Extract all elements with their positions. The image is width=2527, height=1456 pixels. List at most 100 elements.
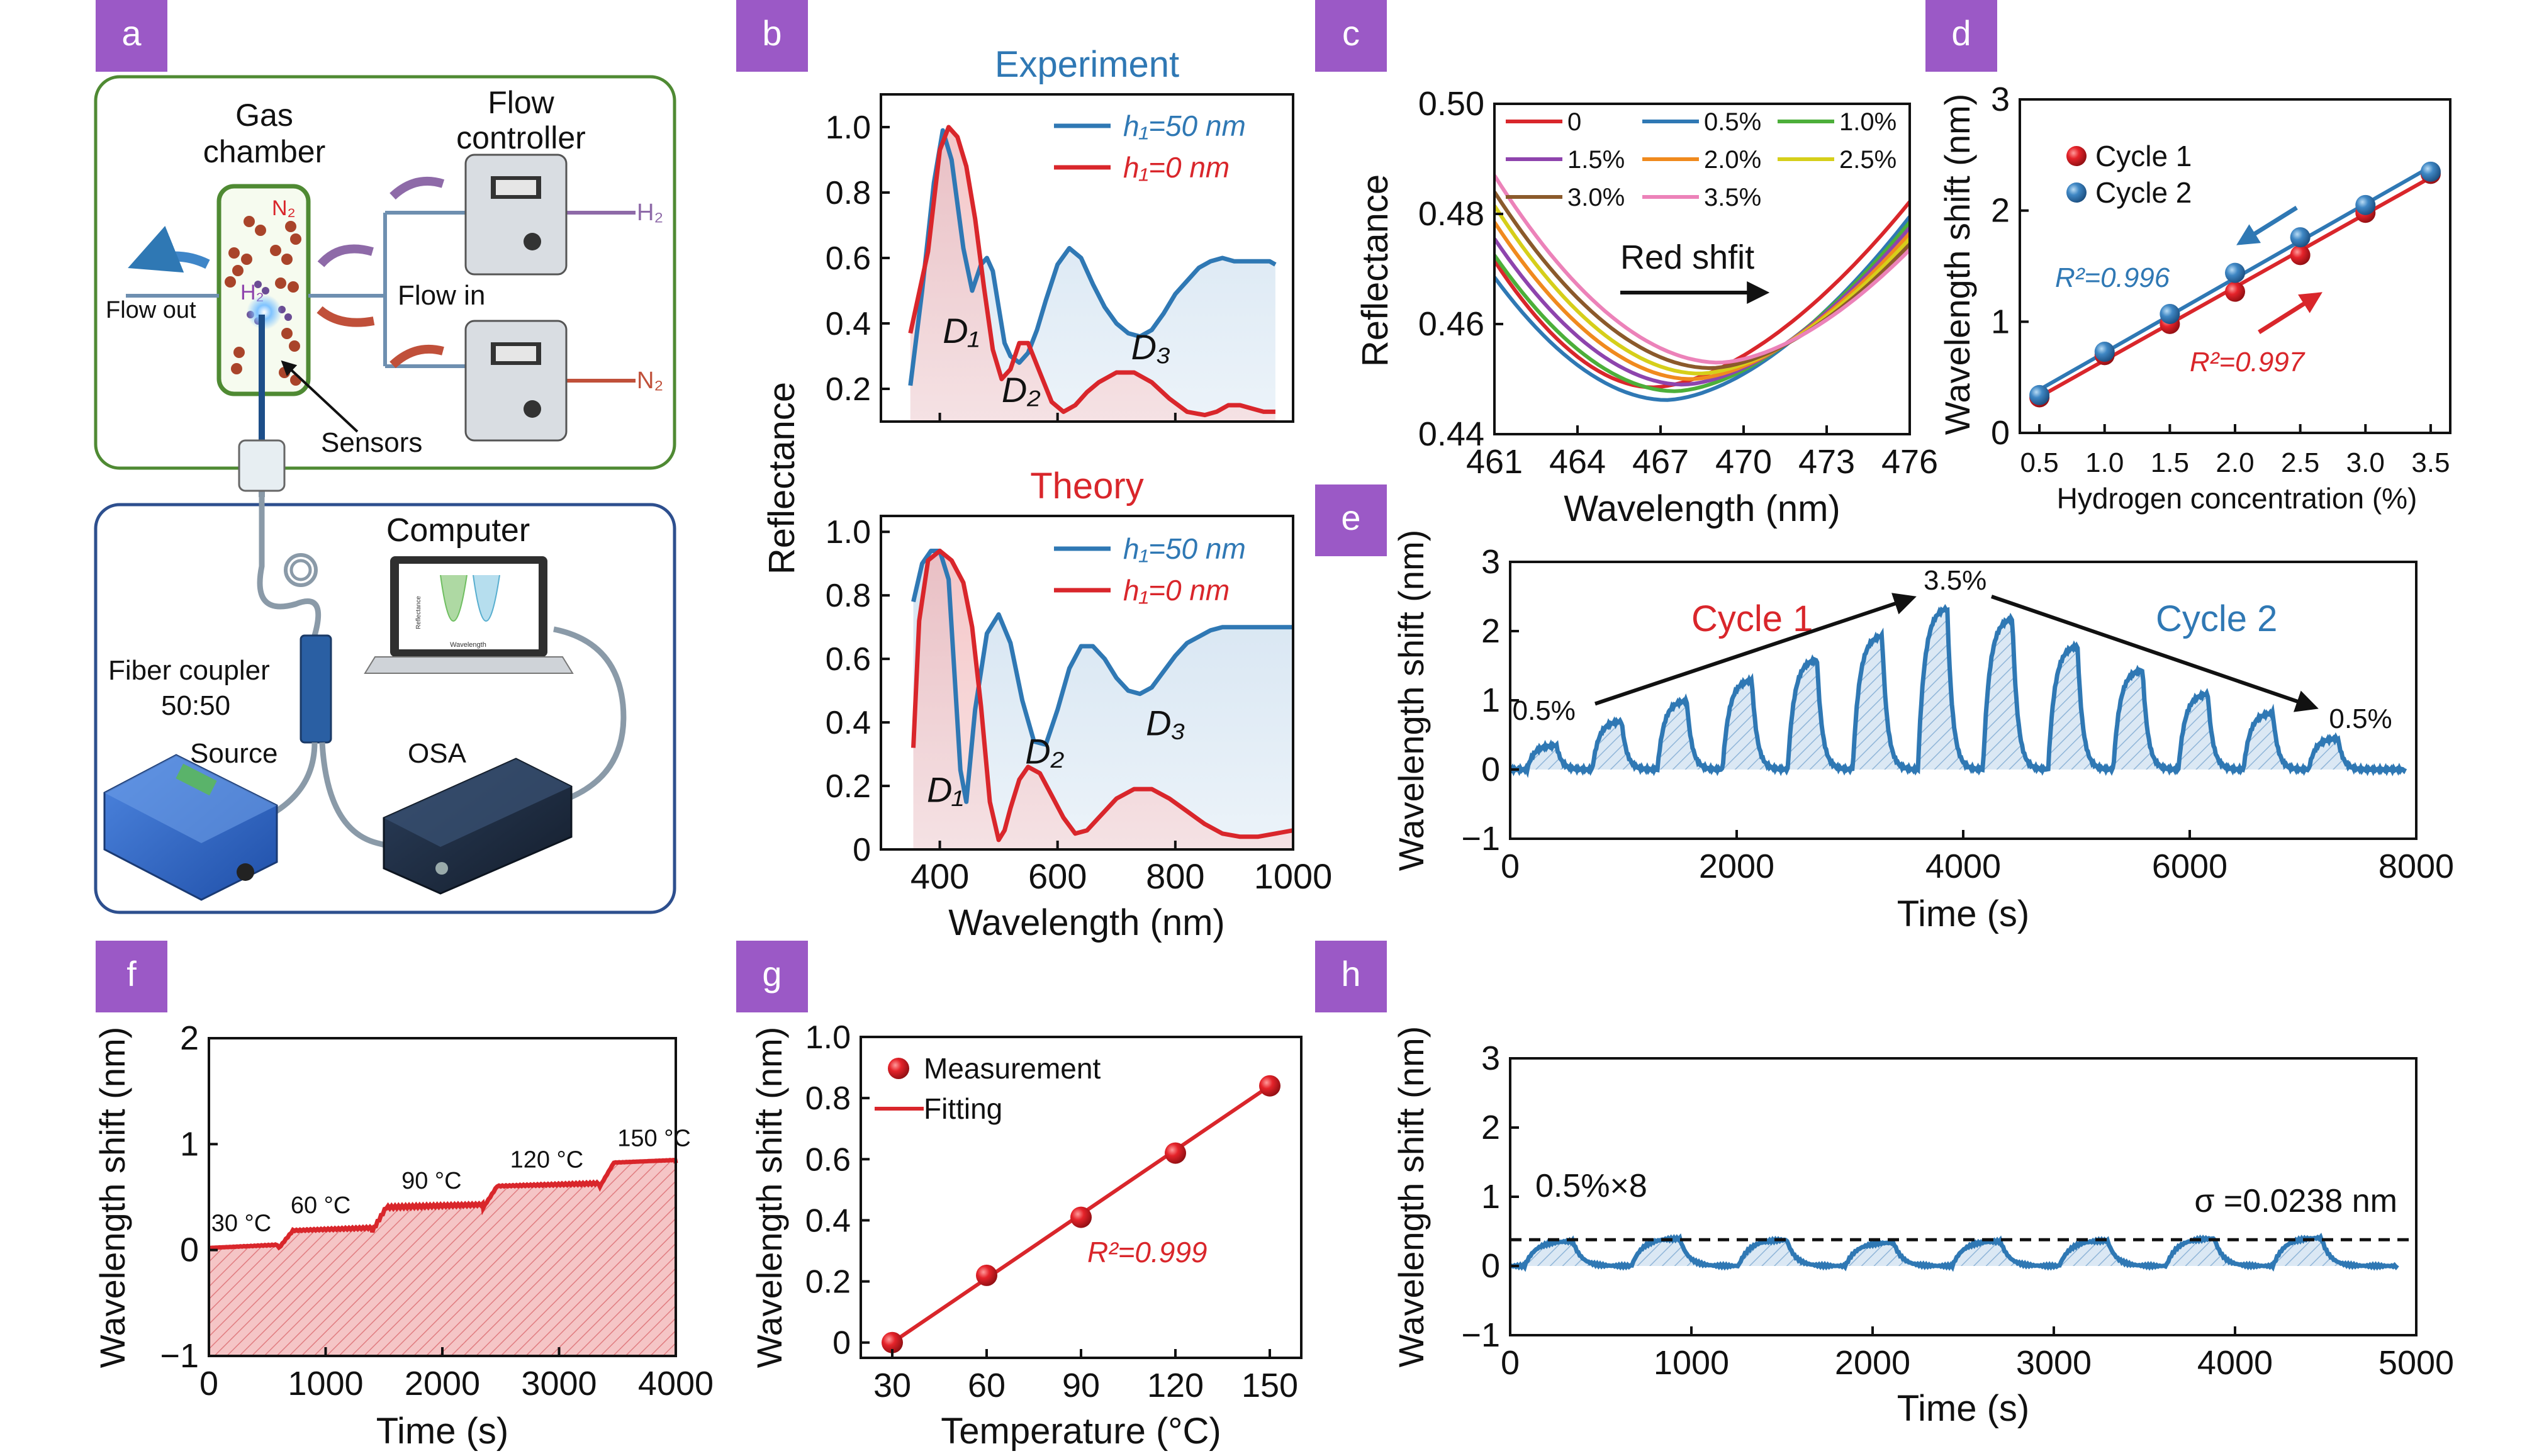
chart-h-label-right: σ =0.0238 nm bbox=[2194, 1183, 2397, 1219]
gas-setup-box bbox=[94, 75, 676, 470]
chart-d-ytick-label: 0 bbox=[1991, 414, 2010, 452]
chart-b-experiment-ytick-label: 0.4 bbox=[826, 306, 871, 342]
chart-d-xtick-label: 3.5 bbox=[2411, 447, 2450, 478]
chart-f-xtick-label: 1000 bbox=[288, 1365, 363, 1403]
chart-f-temp-label: 90 °C bbox=[401, 1168, 461, 1194]
chart-b-theory-legend-red: h₁=0 nm bbox=[1123, 574, 1230, 607]
chart-b-theory-area-0 bbox=[913, 551, 1293, 849]
chart-e-arrow-up bbox=[1594, 593, 1917, 706]
chart-b-theory-dip-label-3: D₃ bbox=[1146, 703, 1185, 742]
chart-c-ytick-label: 0.50 bbox=[1418, 85, 1484, 123]
chart-h-ytick-label: 0 bbox=[1481, 1247, 1500, 1285]
chart-c-line-3.5pct bbox=[1494, 174, 1910, 365]
chart-b-theory-xtick-label: 600 bbox=[1028, 856, 1087, 896]
chart-d: 0.5 1.0 1.5 2.0 2.5 3.0 3.5 0 1 2 3 Cycle 1 Cycle 2 R… bbox=[1991, 81, 2451, 478]
chart-e-area bbox=[1510, 608, 2405, 771]
chart-g-point bbox=[976, 1264, 997, 1286]
panel-tag-b bbox=[736, 0, 808, 72]
chart-b-experiment-ytick-label: 1.0 bbox=[826, 109, 871, 146]
panel-tag-a bbox=[96, 0, 167, 72]
chamber-n2-label: N₂ bbox=[272, 196, 296, 220]
flow-in-arrow-2 bbox=[317, 306, 375, 327]
chart-c-legend-label: 0.5% bbox=[1704, 108, 1761, 136]
chart-g-point bbox=[1165, 1142, 1186, 1164]
chart-g-point bbox=[1259, 1075, 1280, 1097]
chart-d-point-cycle-2 bbox=[2290, 227, 2311, 248]
panel-tag-g bbox=[736, 941, 808, 1012]
chart-h-ytick-label: 2 bbox=[1481, 1109, 1500, 1146]
chart-b-theory-ytick-label: 0.4 bbox=[826, 705, 871, 741]
chart-g-point bbox=[1070, 1206, 1092, 1228]
chart-d-legend-swatch-cycle1 bbox=[2066, 146, 2087, 166]
chart-e-xlabel: Time (s) bbox=[1897, 893, 2029, 934]
chart-b-experiment-area-0 bbox=[910, 130, 1275, 422]
chart-c-xtick-label: 470 bbox=[1715, 443, 1772, 481]
chart-b-theory-line-h50 bbox=[911, 549, 1293, 804]
chart-d-point-cycle-1 bbox=[2290, 245, 2311, 266]
chart-c-ylabel: Reflectance bbox=[1355, 174, 1396, 367]
chart-g-ytick-label: 0.2 bbox=[805, 1264, 851, 1301]
chart-d-point-cycle-2 bbox=[2355, 194, 2376, 215]
chart-c-legend-label: 2.0% bbox=[1704, 146, 1761, 174]
gas-chamber-label-2: chamber bbox=[203, 134, 326, 169]
chart-d-point-cycle-2 bbox=[2029, 384, 2050, 405]
chart-c-line-2.5pct bbox=[1494, 204, 1910, 376]
chart-d-r2-red: R²=0.997 bbox=[2190, 347, 2306, 378]
chart-d-legend-cycle1: Cycle 1 bbox=[2095, 140, 2192, 172]
source-label: Source bbox=[190, 738, 277, 769]
chart-g-point bbox=[882, 1331, 903, 1353]
chart-h-ytick-label: −1 bbox=[1461, 1316, 1500, 1354]
chart-b-experiment-dip-label-2: D₂ bbox=[1002, 370, 1041, 410]
flow-in-label: Flow in bbox=[398, 280, 485, 311]
osa-device bbox=[383, 758, 573, 895]
chart-e-ytick-label: 2 bbox=[1481, 612, 1500, 650]
chart-c-legend-label: 1.5% bbox=[1567, 146, 1625, 174]
panel-tag-label-f: f bbox=[126, 954, 137, 994]
chart-b-experiment-ytick-label: 0.8 bbox=[826, 175, 871, 211]
chart-c-xtick-label: 461 bbox=[1466, 443, 1523, 481]
chart-h-xtick-label: 5000 bbox=[2379, 1344, 2454, 1382]
laptop-icon: Reflectance Wavelength bbox=[364, 556, 574, 674]
chart-g-ylabel: Wavelength shift (nm) bbox=[749, 1027, 789, 1369]
chart-h-ylabel: Wavelength shift (nm) bbox=[1391, 1026, 1431, 1368]
chart-b-experiment-area-1 bbox=[910, 127, 1275, 422]
chart-d-xtick-label: 1.0 bbox=[2085, 447, 2124, 478]
chart-e-ytick-label: 0 bbox=[1481, 751, 1500, 788]
chart-h-xtick-label: 2000 bbox=[1835, 1344, 1910, 1382]
chart-f-xtick-label: 3000 bbox=[521, 1365, 597, 1403]
n2-flow-arrow bbox=[389, 344, 444, 369]
fiber-coupler-icon bbox=[300, 634, 332, 744]
chart-c-legend-label: 3.0% bbox=[1567, 184, 1625, 211]
panel-tag-d bbox=[1925, 0, 1997, 72]
chart-g-xlabel: Temperature (°C) bbox=[941, 1411, 1221, 1452]
chart-g-ytick-label: 0.4 bbox=[805, 1202, 851, 1239]
chart-e-xtick-label: 8000 bbox=[2379, 848, 2454, 885]
chart-d-xtick-label: 0.5 bbox=[2020, 447, 2059, 478]
panel-tag-label-c: c bbox=[1342, 13, 1360, 53]
chart-h-xtick-label: 4000 bbox=[2197, 1344, 2273, 1382]
flow-out-label: Flow out bbox=[106, 297, 196, 323]
chart-d-arrow-red bbox=[2258, 292, 2322, 334]
flow-in-arrow-1 bbox=[317, 244, 374, 267]
chart-b-theory-frame bbox=[880, 515, 1294, 851]
chart-e-line bbox=[1509, 603, 2407, 778]
laptop-screen-xlabel: Wavelength bbox=[450, 641, 486, 649]
chart-d-ytick-label: 1 bbox=[1991, 303, 2010, 340]
chart-h-line bbox=[1510, 1233, 2399, 1272]
fiber-coupler-label-1: Fiber coupler bbox=[108, 655, 270, 686]
chart-g-ytick-label: 0.8 bbox=[805, 1080, 851, 1117]
chart-b-theory-ytick-label: 0.2 bbox=[826, 768, 871, 805]
chart-e-ytick-label: −1 bbox=[1461, 820, 1500, 858]
fiber-connector bbox=[238, 439, 286, 492]
chart-d-point-cycle-2 bbox=[2094, 342, 2115, 362]
chart-b-experiment-line-h50 bbox=[908, 128, 1277, 386]
chart-c-ytick-label: 0.48 bbox=[1418, 195, 1484, 233]
chart-b-experiment-legend-red: h₁=0 nm bbox=[1123, 151, 1230, 184]
chart-g-legend-swatch-meas bbox=[888, 1058, 909, 1079]
chart-d-ylabel: Wavelength shift (nm) bbox=[1937, 94, 1977, 435]
flow-controller-h2 bbox=[464, 154, 568, 276]
chart-g: 30 60 90 120 150 0 0.2 0.4 0.6 0.8 1.0 Measurement F… bbox=[805, 1019, 1303, 1404]
chart-d-ytick-label: 2 bbox=[1991, 192, 2010, 230]
